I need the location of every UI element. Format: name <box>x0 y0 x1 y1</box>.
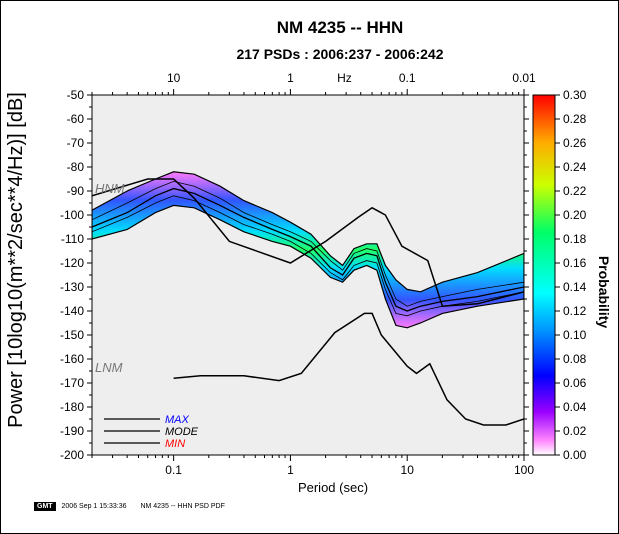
colorbar-tick-label: 0.06 <box>563 376 587 390</box>
series-min-line <box>92 195 524 317</box>
legend-label-max: MAX <box>165 414 190 426</box>
y-tick-label: -80 <box>67 160 85 174</box>
legend-label-mode: MODE <box>165 426 199 438</box>
chart-subtitle: 217 PSDs : 2006:237 - 2006:242 <box>236 46 444 62</box>
x-tick-label: 0.1 <box>165 463 182 477</box>
colorbar-tick-label: 0.00 <box>563 448 587 462</box>
y-tick-label: -70 <box>67 136 85 150</box>
pdf-band <box>92 171 524 329</box>
y-tick-label: -180 <box>60 400 84 414</box>
y-tick-label: -100 <box>60 208 84 222</box>
colorbar-tick-label: 0.02 <box>563 424 587 438</box>
y-tick-label: -60 <box>67 112 85 126</box>
colorbar-tick-label: 0.20 <box>563 208 587 222</box>
colorbar-tick-label: 0.24 <box>563 160 587 174</box>
colorbar-tick-label: 0.16 <box>563 256 587 270</box>
hnm-label: HNM <box>95 181 125 196</box>
colorbar-tick-label: 0.26 <box>563 136 587 150</box>
y-tick-label: -170 <box>60 376 84 390</box>
y-tick-label: -140 <box>60 304 84 318</box>
colorbar-tick-label: 0.08 <box>563 352 587 366</box>
x-axis-label: Period (sec) <box>297 480 369 495</box>
gmt-logo: GMT <box>34 502 56 511</box>
colorbar-tick-label: 0.04 <box>563 400 587 414</box>
series-hnm-line <box>92 178 524 307</box>
plot-background <box>92 95 524 455</box>
chart-title: NM 4235 -- HHN <box>276 18 404 37</box>
y-tick-label: -130 <box>60 280 84 294</box>
colorbar-border <box>532 94 556 456</box>
x-tick-label: 100 <box>514 463 534 477</box>
y-tick-label: -50 <box>67 88 85 102</box>
series-lnm-line <box>173 312 524 426</box>
colorbar-gradient <box>533 95 555 455</box>
y-tick-label: -90 <box>67 184 85 198</box>
y-tick-label: -160 <box>60 352 84 366</box>
colorbar-tick-label: 0.14 <box>563 280 587 294</box>
x-top-tick-label: 10 <box>167 71 181 85</box>
footer-timestamp: 2006 Sep 1 15:33:36 <box>61 503 127 510</box>
y-tick-label: -150 <box>60 328 84 342</box>
y-tick-label: -110 <box>61 232 84 246</box>
footer-stamp: GMT 2006 Sep 1 15:33:36 NM 4235 -- HHN P… <box>34 502 225 511</box>
colorbar-tick-label: 0.30 <box>563 88 587 102</box>
footer-caption: NM 4235 -- HHN PSD PDF <box>140 503 225 510</box>
legend-label-min: MIN <box>165 438 185 450</box>
series-mode-line <box>92 187 524 312</box>
x-top-tick-label: 1 <box>287 71 294 85</box>
x-top-tick-label: 0.01 <box>512 71 536 85</box>
top-axis-label: Hz <box>337 71 352 85</box>
colorbar-tick-label: 0.12 <box>563 304 587 318</box>
colorbar-tick-label: 0.22 <box>563 184 587 198</box>
x-tick-label: 1 <box>287 463 294 477</box>
lnm-label: LNM <box>95 360 123 375</box>
y-tick-label: -200 <box>60 448 84 462</box>
series-max-line <box>92 180 524 307</box>
colorbar-tick-label: 0.18 <box>563 232 587 246</box>
y-tick-label: -190 <box>60 424 84 438</box>
x-tick-label: 10 <box>401 463 415 477</box>
colorbar-tick-label: 0.28 <box>563 112 587 126</box>
colorbar-tick-label: 0.10 <box>563 328 587 342</box>
x-top-tick-label: 0.1 <box>399 71 416 85</box>
y-tick-label: -120 <box>60 256 84 270</box>
